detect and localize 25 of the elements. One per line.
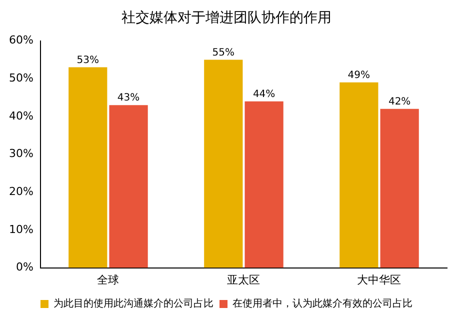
chart-title: 社交媒体对于增进团队协作的作用 — [122, 10, 332, 26]
y-tick-label: 30% — [8, 147, 34, 160]
bar — [204, 60, 243, 268]
data-label: 44% — [252, 88, 276, 100]
legend-label: 在使用者中，认为此媒介有效的公司占比 — [232, 298, 412, 310]
y-tick-label: 40% — [8, 109, 34, 122]
data-label: 43% — [117, 92, 140, 104]
bar — [340, 82, 378, 268]
data-label: 53% — [76, 54, 99, 66]
y-tick-label: 0% — [16, 260, 34, 274]
y-tick-label: 10% — [8, 222, 34, 236]
bar — [68, 67, 108, 268]
legend-label: 为此目的使用此沟通媒介的公司占比 — [54, 298, 214, 310]
x-tick-label: 大中华区 — [357, 273, 402, 286]
x-tick-label: 全球 — [97, 273, 120, 286]
data-label: 49% — [348, 70, 370, 82]
bar — [244, 101, 284, 268]
y-tick-label: 60% — [8, 34, 34, 47]
y-tick-label: 20% — [8, 184, 34, 198]
data-label: 55% — [212, 47, 235, 58]
bar — [380, 108, 419, 268]
data-label: 42% — [388, 96, 411, 108]
y-tick-label: 50% — [8, 71, 34, 84]
bar — [109, 105, 148, 268]
x-tick-label: 亚太区 — [227, 273, 260, 286]
